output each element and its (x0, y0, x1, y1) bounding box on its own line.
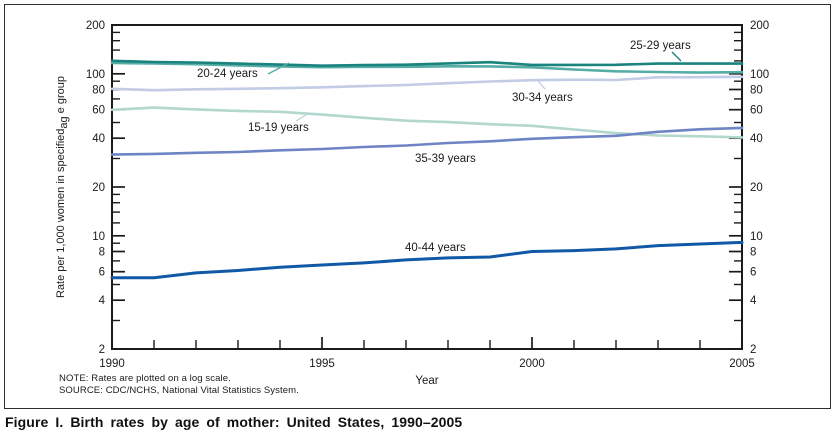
y-axis-title: Rate per 1,000 women in specifiedag e gr… (55, 76, 70, 298)
chart-notes: NOTE: Rates are plotted on a log scale. … (59, 373, 299, 397)
series-line-20-24 (110, 61, 744, 74)
y-axis-tick-label-right: 8 (750, 247, 756, 259)
y-axis-tick-label: 200 (86, 20, 105, 32)
x-axis-tick-label: 2005 (729, 358, 755, 370)
y-axis-tick-label-right: 200 (750, 20, 769, 32)
series-line-35-39 (110, 126, 744, 156)
series-label-15-19: 15-19 years (248, 122, 309, 134)
y-axis-tick-label-right: 4 (750, 295, 757, 307)
series-label-25-29: 25-29 years (630, 40, 691, 52)
y-axis-tick-label: 8 (99, 247, 105, 259)
x-axis-tick-label: 2000 (519, 358, 545, 370)
series-label-20-24: 20-24 years (197, 68, 258, 80)
series-line-40-44 (110, 240, 744, 280)
series-label-leader-30-34 (537, 80, 546, 90)
y-axis-tick-label-right: 100 (750, 69, 769, 81)
y-axis-tick-label: 60 (92, 105, 105, 117)
y-axis-tick-label: 2 (99, 344, 105, 356)
x-axis-title: Year (415, 375, 438, 387)
series-label-leader-20-24 (267, 62, 290, 75)
note-line: NOTE: Rates are plotted on a log scale. (59, 373, 231, 384)
y-axis-tick-label-right: 10 (750, 231, 763, 243)
y-axis-tick-label-right: 80 (750, 85, 763, 97)
x-axis-tick-label: 1995 (309, 358, 335, 370)
y-axis-tick-label-right: 6 (750, 267, 756, 279)
y-axis-tick-label: 40 (92, 133, 105, 145)
series-line-25-29 (110, 59, 744, 67)
y-axis-tick-label: 10 (92, 231, 105, 243)
series-label-30-34: 30-34 years (512, 92, 573, 104)
y-axis-tick-label: 100 (86, 69, 105, 81)
y-axis-tick-label: 4 (99, 295, 106, 307)
y-axis-tick-label-right: 60 (750, 105, 763, 117)
y-axis-tick-label: 6 (99, 267, 105, 279)
figure-caption: Figure I. Birth rates by age of mother: … (5, 414, 463, 430)
y-axis-tick-label: 20 (92, 182, 105, 194)
series-label-40-44: 40-44 years (405, 242, 466, 254)
x-axis-tick-label: 1990 (99, 358, 125, 370)
source-line: SOURCE: CDC/NCHS, National Vital Statist… (59, 385, 299, 396)
y-axis-tick-label-right: 2 (750, 344, 756, 356)
series-label-35-39: 35-39 years (415, 153, 476, 165)
y-axis-tick-label: 80 (92, 85, 105, 97)
series-label-leader-15-19 (295, 112, 310, 122)
series-label-leader-25-29 (671, 51, 682, 62)
y-axis-tick-label-right: 40 (750, 133, 763, 145)
y-axis-tick-label-right: 20 (750, 182, 763, 194)
series-line-30-34 (110, 75, 744, 92)
birth-rates-chart: 200 200 100 100 80 80 60 60 40 40 20 20 10 10 8 8 6 6 4 4 2 2… (55, 20, 769, 387)
